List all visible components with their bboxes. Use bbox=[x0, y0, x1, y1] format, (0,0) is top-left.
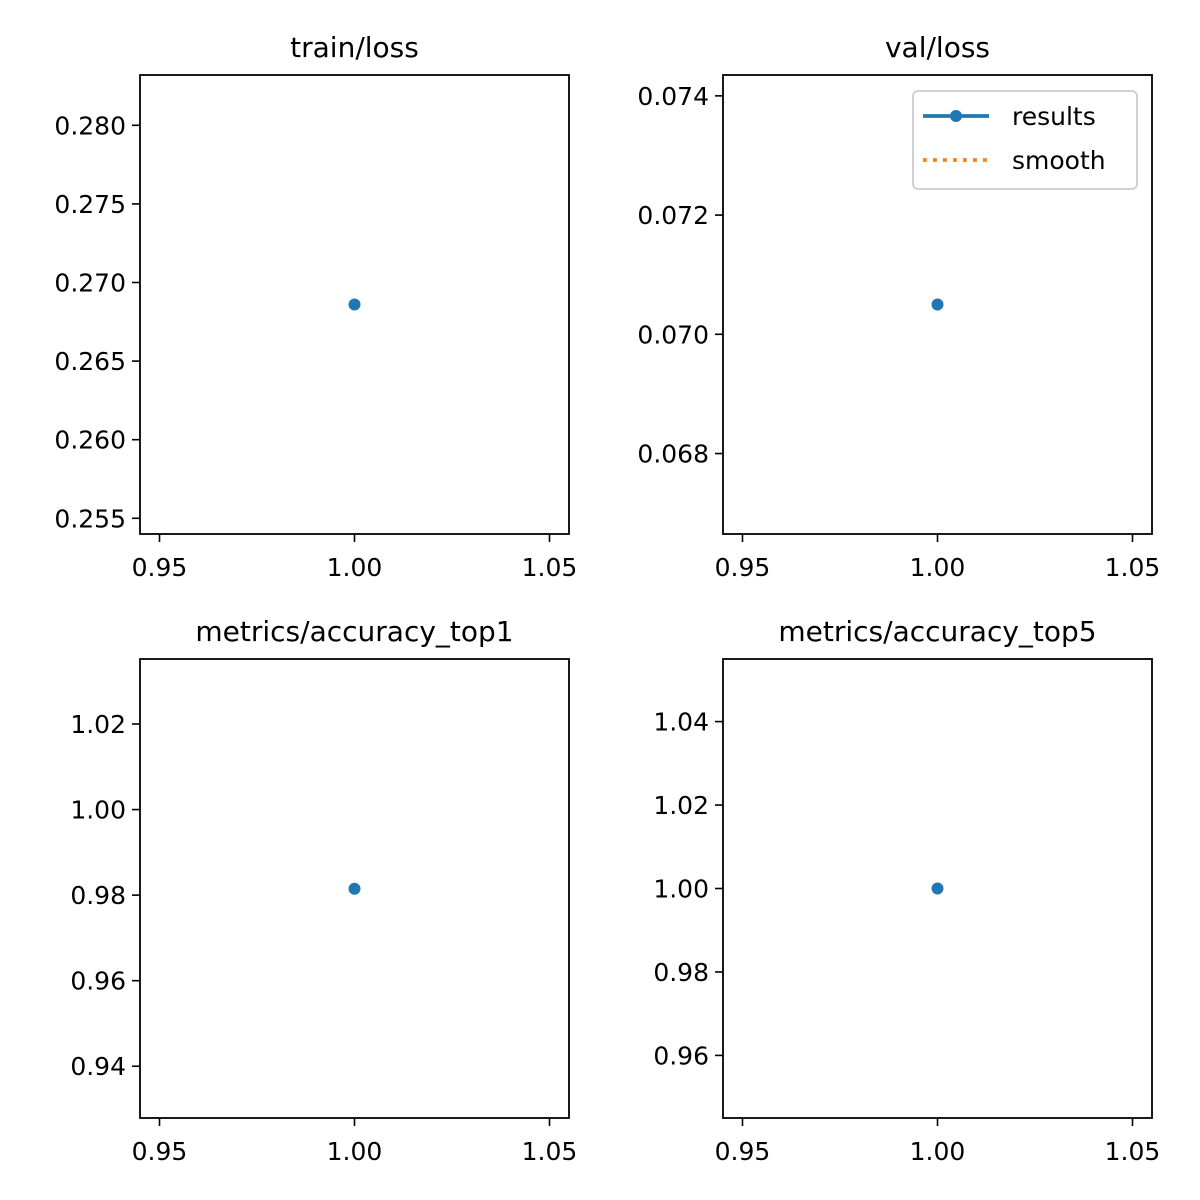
y-tick-label: 0.98 bbox=[70, 881, 126, 910]
y-tick-label: 0.265 bbox=[54, 347, 126, 376]
y-tick-label: 0.280 bbox=[54, 111, 126, 140]
legend-marker-results bbox=[950, 110, 962, 122]
x-tick-label: 1.00 bbox=[910, 553, 966, 582]
y-tick-label: 0.260 bbox=[54, 426, 126, 455]
tick-layer: 0.95 1.00 1.05 0.96 0.98 1.00 1.02 1.04 bbox=[653, 708, 1160, 1166]
y-tick-label: 0.96 bbox=[70, 967, 126, 996]
y-tick-label: 0.270 bbox=[54, 268, 126, 297]
x-tick-label: 1.00 bbox=[327, 1137, 383, 1166]
subplot-accuracy-top5: metrics/accuracy_top5 0.95 1.00 1.050.960.… bbox=[653, 615, 1160, 1166]
subplot-title: metrics/accuracy_top1 bbox=[195, 615, 513, 648]
x-tick-label: 1.05 bbox=[522, 553, 578, 582]
subplot-val-loss: val/loss 0.95 1.00 1.05 0.068 0.070 0.072 0.07… bbox=[637, 31, 1160, 582]
x-tick-label: 1.05 bbox=[522, 1137, 578, 1166]
y-tick-label: 0.072 bbox=[637, 201, 709, 230]
axes-frame bbox=[722, 74, 1153, 535]
legend-label-results: results bbox=[1012, 102, 1096, 131]
y-tick-label: 1.02 bbox=[653, 791, 709, 820]
x-tick-label: 1.05 bbox=[1105, 553, 1161, 582]
x-tick-label: 1.00 bbox=[327, 553, 383, 582]
axes-frame bbox=[139, 74, 570, 535]
y-tick-label: 1.02 bbox=[70, 710, 126, 739]
tick-layer: 0.95 1.00 1.05 0.068 0.070 0.072 0.074 bbox=[637, 82, 1160, 582]
x-tick-label: 0.95 bbox=[132, 553, 188, 582]
axes-frame bbox=[139, 658, 570, 1119]
x-tick-label: 1.05 bbox=[1105, 1137, 1161, 1166]
subplot-title: train/loss bbox=[290, 31, 419, 64]
y-tick-label: 0.255 bbox=[54, 504, 126, 533]
data-point bbox=[348, 298, 361, 311]
mark-layer bbox=[931, 298, 944, 311]
x-tick-label: 0.95 bbox=[715, 1137, 771, 1166]
legend: results smooth bbox=[912, 90, 1138, 190]
axes-frame bbox=[722, 658, 1153, 1119]
subplot-title: metrics/accuracy_top5 bbox=[778, 615, 1096, 648]
y-tick-label: 0.068 bbox=[637, 440, 709, 469]
mark-layer bbox=[931, 882, 944, 895]
mark-layer bbox=[348, 882, 361, 895]
y-tick-label: 0.94 bbox=[70, 1052, 126, 1081]
y-tick-label: 0.070 bbox=[637, 320, 709, 349]
tick-layer: 0.95 1.00 1.05 0.94 0.96 0.98 1.00 1.02 bbox=[70, 710, 577, 1166]
x-tick-label: 0.95 bbox=[715, 553, 771, 582]
data-point bbox=[348, 882, 361, 895]
mark-layer bbox=[348, 298, 361, 311]
data-point bbox=[931, 298, 944, 311]
subplot-title: val/loss bbox=[885, 31, 990, 64]
y-tick-label: 1.04 bbox=[653, 708, 709, 737]
subplot-accuracy-top1: metrics/accuracy_top1 0.95 1.00 1.050.940.… bbox=[70, 615, 577, 1166]
x-tick-label: 1.00 bbox=[910, 1137, 966, 1166]
x-tick-label: 0.95 bbox=[132, 1137, 188, 1166]
tick-layer: 0.95 1.00 1.05 0.255 0.260 0.265 0.270 0.275 0.2… bbox=[54, 111, 577, 582]
y-tick-label: 0.96 bbox=[653, 1041, 709, 1070]
y-tick-label: 0.98 bbox=[653, 958, 709, 987]
subplot-train-loss: train/loss 0.95 1.00 1.050.2550.2600.2650.… bbox=[54, 31, 577, 582]
y-tick-label: 1.00 bbox=[653, 875, 709, 904]
y-tick-label: 0.275 bbox=[54, 190, 126, 219]
y-tick-label: 1.00 bbox=[70, 796, 126, 825]
y-tick-label: 0.074 bbox=[637, 82, 709, 111]
legend-label-smooth: smooth bbox=[1012, 146, 1106, 175]
data-point bbox=[931, 882, 944, 895]
